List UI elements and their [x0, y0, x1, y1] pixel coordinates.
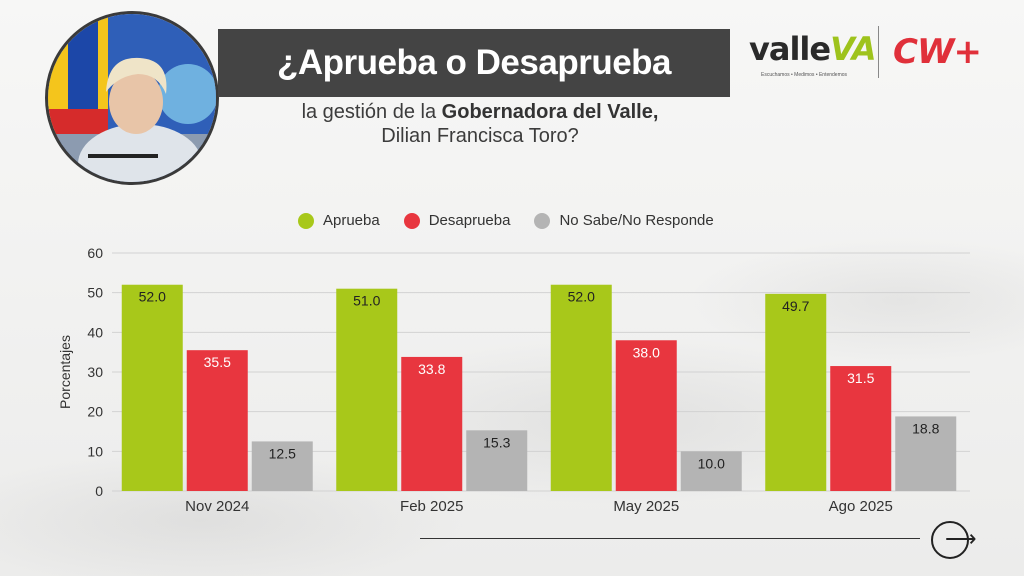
arrow-right-icon: ⟶: [945, 526, 977, 551]
valle-word: valle: [749, 30, 831, 68]
subtitle: la gestión de la Gobernadora del Valle, …: [230, 100, 730, 148]
legend-item-aprueba: Aprueba: [298, 212, 380, 229]
x-tick-label: Feb 2025: [400, 498, 463, 515]
valleva-logo: valleVA Escuchamos • Medimos • Entendemo…: [749, 30, 876, 78]
x-tick-label: Ago 2025: [829, 498, 893, 515]
bar-aprueba-1: [336, 288, 398, 491]
legend-swatch-nosabe: [534, 212, 551, 229]
chart-legend: Aprueba Desaprueba No Sabe/No Responde: [298, 212, 738, 229]
x-tick-label: May 2025: [613, 498, 679, 515]
main-title: ¿Aprueba o Desaprueba: [218, 29, 730, 97]
bar-desaprueba-3: [830, 366, 892, 491]
y-tick-label: 0: [95, 483, 103, 499]
bar-no-sabe-no-responde-1: [466, 430, 528, 491]
legend-swatch-aprueba: [298, 212, 314, 229]
data-label: 18.8: [912, 420, 939, 436]
data-label: 38.0: [633, 344, 660, 360]
legend-label-aprueba: Aprueba: [323, 212, 380, 229]
data-label: 15.3: [483, 434, 510, 450]
bar-no-sabe-no-responde-3: [895, 416, 957, 491]
y-tick-label: 30: [87, 364, 103, 380]
legend-label-desaprueba: Desaprueba: [428, 212, 511, 229]
cw-logo: CW+: [893, 32, 982, 72]
valle-tagline: Escuchamos • Medimos • Entendemos: [761, 72, 848, 78]
legend-item-desaprueba: Desaprueba: [403, 212, 511, 229]
next-button[interactable]: [931, 521, 969, 559]
legend-item-nosabe: No Sabe/No Responde: [534, 212, 714, 229]
valle-accent: VA: [830, 30, 876, 68]
subtitle-pre: la gestión de la: [301, 101, 442, 123]
data-label: 31.5: [847, 370, 874, 386]
y-tick-label: 50: [87, 285, 103, 301]
data-label: 35.5: [204, 354, 231, 370]
data-label: 51.0: [353, 293, 380, 309]
data-label: 52.0: [568, 289, 595, 305]
data-label: 12.5: [269, 445, 296, 461]
logo-divider: [878, 26, 879, 78]
y-tick-label: 40: [87, 324, 103, 340]
bar-aprueba-3: [765, 293, 827, 491]
footer-line: [420, 538, 920, 539]
bar-aprueba-0: [121, 284, 183, 491]
legend-label-nosabe: No Sabe/No Responde: [559, 212, 714, 229]
bar-desaprueba-0: [186, 350, 248, 491]
legend-swatch-desaprueba: [403, 212, 420, 229]
x-tick-label: Nov 2024: [185, 498, 249, 515]
y-tick-label: 20: [87, 404, 103, 420]
data-label: 49.7: [782, 298, 809, 314]
subtitle-bold: Gobernadora del Valle,: [441, 101, 659, 123]
data-label: 52.0: [139, 289, 166, 305]
bar-desaprueba-1: [401, 356, 463, 491]
bar-aprueba-2: [550, 284, 612, 491]
governor-photo: [45, 11, 219, 185]
bar-no-sabe-no-responde-0: [251, 441, 313, 491]
y-axis-label: Porcentajes: [57, 335, 73, 409]
data-label: 10.0: [698, 455, 725, 471]
subtitle-line2: Dilian Francisca Toro?: [381, 125, 579, 147]
data-label: 33.8: [418, 361, 445, 377]
y-tick-label: 10: [87, 443, 103, 459]
y-tick-label: 60: [87, 245, 103, 261]
bar-no-sabe-no-responde-2: [680, 451, 742, 491]
bar-desaprueba-2: [615, 340, 677, 491]
